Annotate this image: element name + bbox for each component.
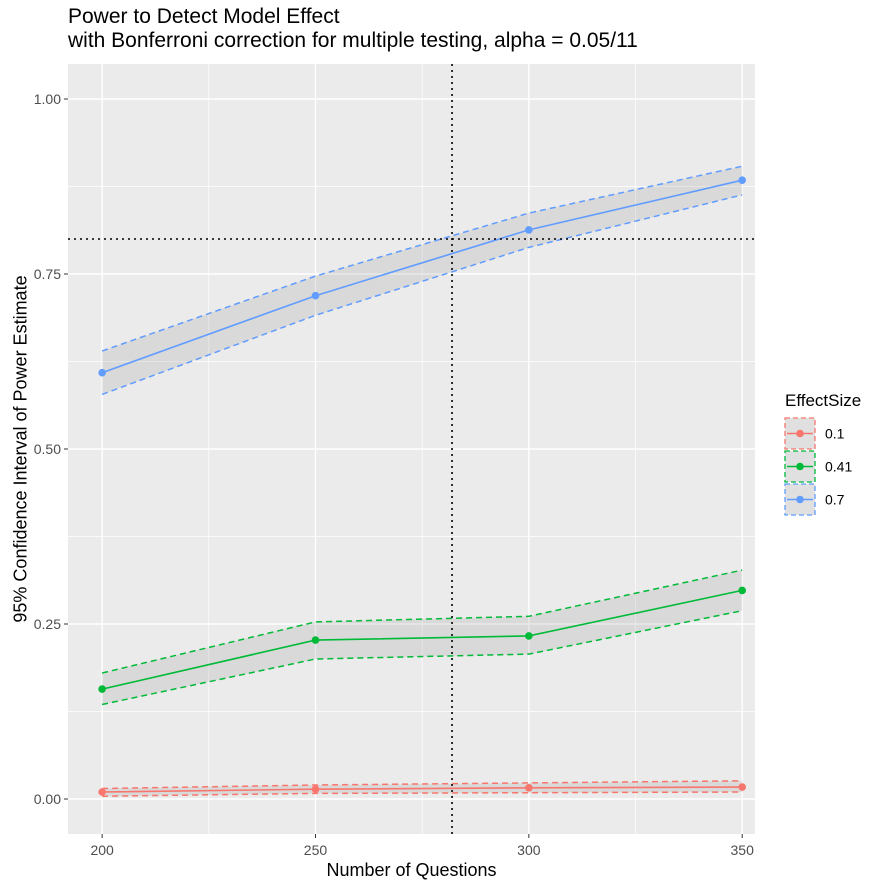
y-tick-label: 0.25 — [34, 616, 61, 632]
legend-key-point-0.1 — [796, 429, 804, 438]
reference-lines — [68, 64, 755, 834]
point-0.7 — [98, 368, 106, 377]
lower-bound-0.7 — [101, 194, 743, 396]
point-0.7 — [738, 176, 746, 184]
point-0.7 — [525, 226, 533, 234]
series-line-0.1 — [102, 786, 743, 793]
legend-label-0.1: 0.1 — [825, 426, 845, 442]
point-0.41 — [738, 586, 746, 595]
point-0.1 — [311, 785, 320, 793]
upper-bound-0.41 — [101, 569, 743, 674]
legend-key-point-0.7 — [796, 495, 804, 504]
chart-subtitle: with Bonferroni correction for multiple … — [67, 29, 638, 52]
point-0.1 — [525, 784, 533, 792]
x-tick-label: 200 — [90, 842, 114, 858]
chart-title: Power to Detect Model Effect — [68, 5, 340, 28]
x-tick-label: 350 — [731, 842, 755, 858]
point-0.1 — [738, 783, 746, 791]
y-tick-label: 0.50 — [34, 441, 61, 457]
legend: EffectSize 0.1 0.41 0.7 — [784, 391, 861, 516]
confidence-bounds — [101, 165, 743, 797]
point-0.7 — [311, 291, 320, 300]
series-points — [98, 176, 746, 796]
legend-label-0.7: 0.7 — [825, 492, 845, 508]
point-0.41 — [525, 632, 533, 640]
point-0.41 — [98, 685, 106, 693]
y-tick-label: 0.75 — [34, 266, 61, 282]
lower-bound-0.1 — [102, 791, 743, 797]
legend-label-0.41: 0.41 — [825, 459, 852, 475]
x-tick-label: 250 — [304, 842, 328, 858]
legend-title: EffectSize — [785, 391, 861, 410]
legend-key-point-0.41 — [796, 462, 804, 471]
y-tick-label: 0.00 — [34, 791, 61, 807]
axes: 200 250 300 350 0.00 0.25 0.50 0.75 1.00 — [34, 91, 754, 858]
point-0.41 — [311, 636, 320, 644]
point-0.1 — [98, 788, 106, 796]
series-line-0.7 — [101, 179, 743, 374]
series-line-0.41 — [101, 589, 743, 690]
x-tick-label: 300 — [517, 842, 541, 858]
x-axis-title: Number of Questions — [326, 860, 496, 880]
y-tick-label: 1.00 — [34, 91, 61, 107]
ribbon-0.7 — [102, 166, 743, 395]
upper-bound-0.7 — [101, 165, 743, 352]
upper-bound-0.1 — [102, 780, 743, 790]
series-lines — [101, 179, 743, 793]
major-gridlines — [68, 64, 755, 834]
lower-bound-0.41 — [101, 609, 743, 706]
y-axis-title: 95% Confidence Interval of Power Estimat… — [10, 275, 30, 622]
